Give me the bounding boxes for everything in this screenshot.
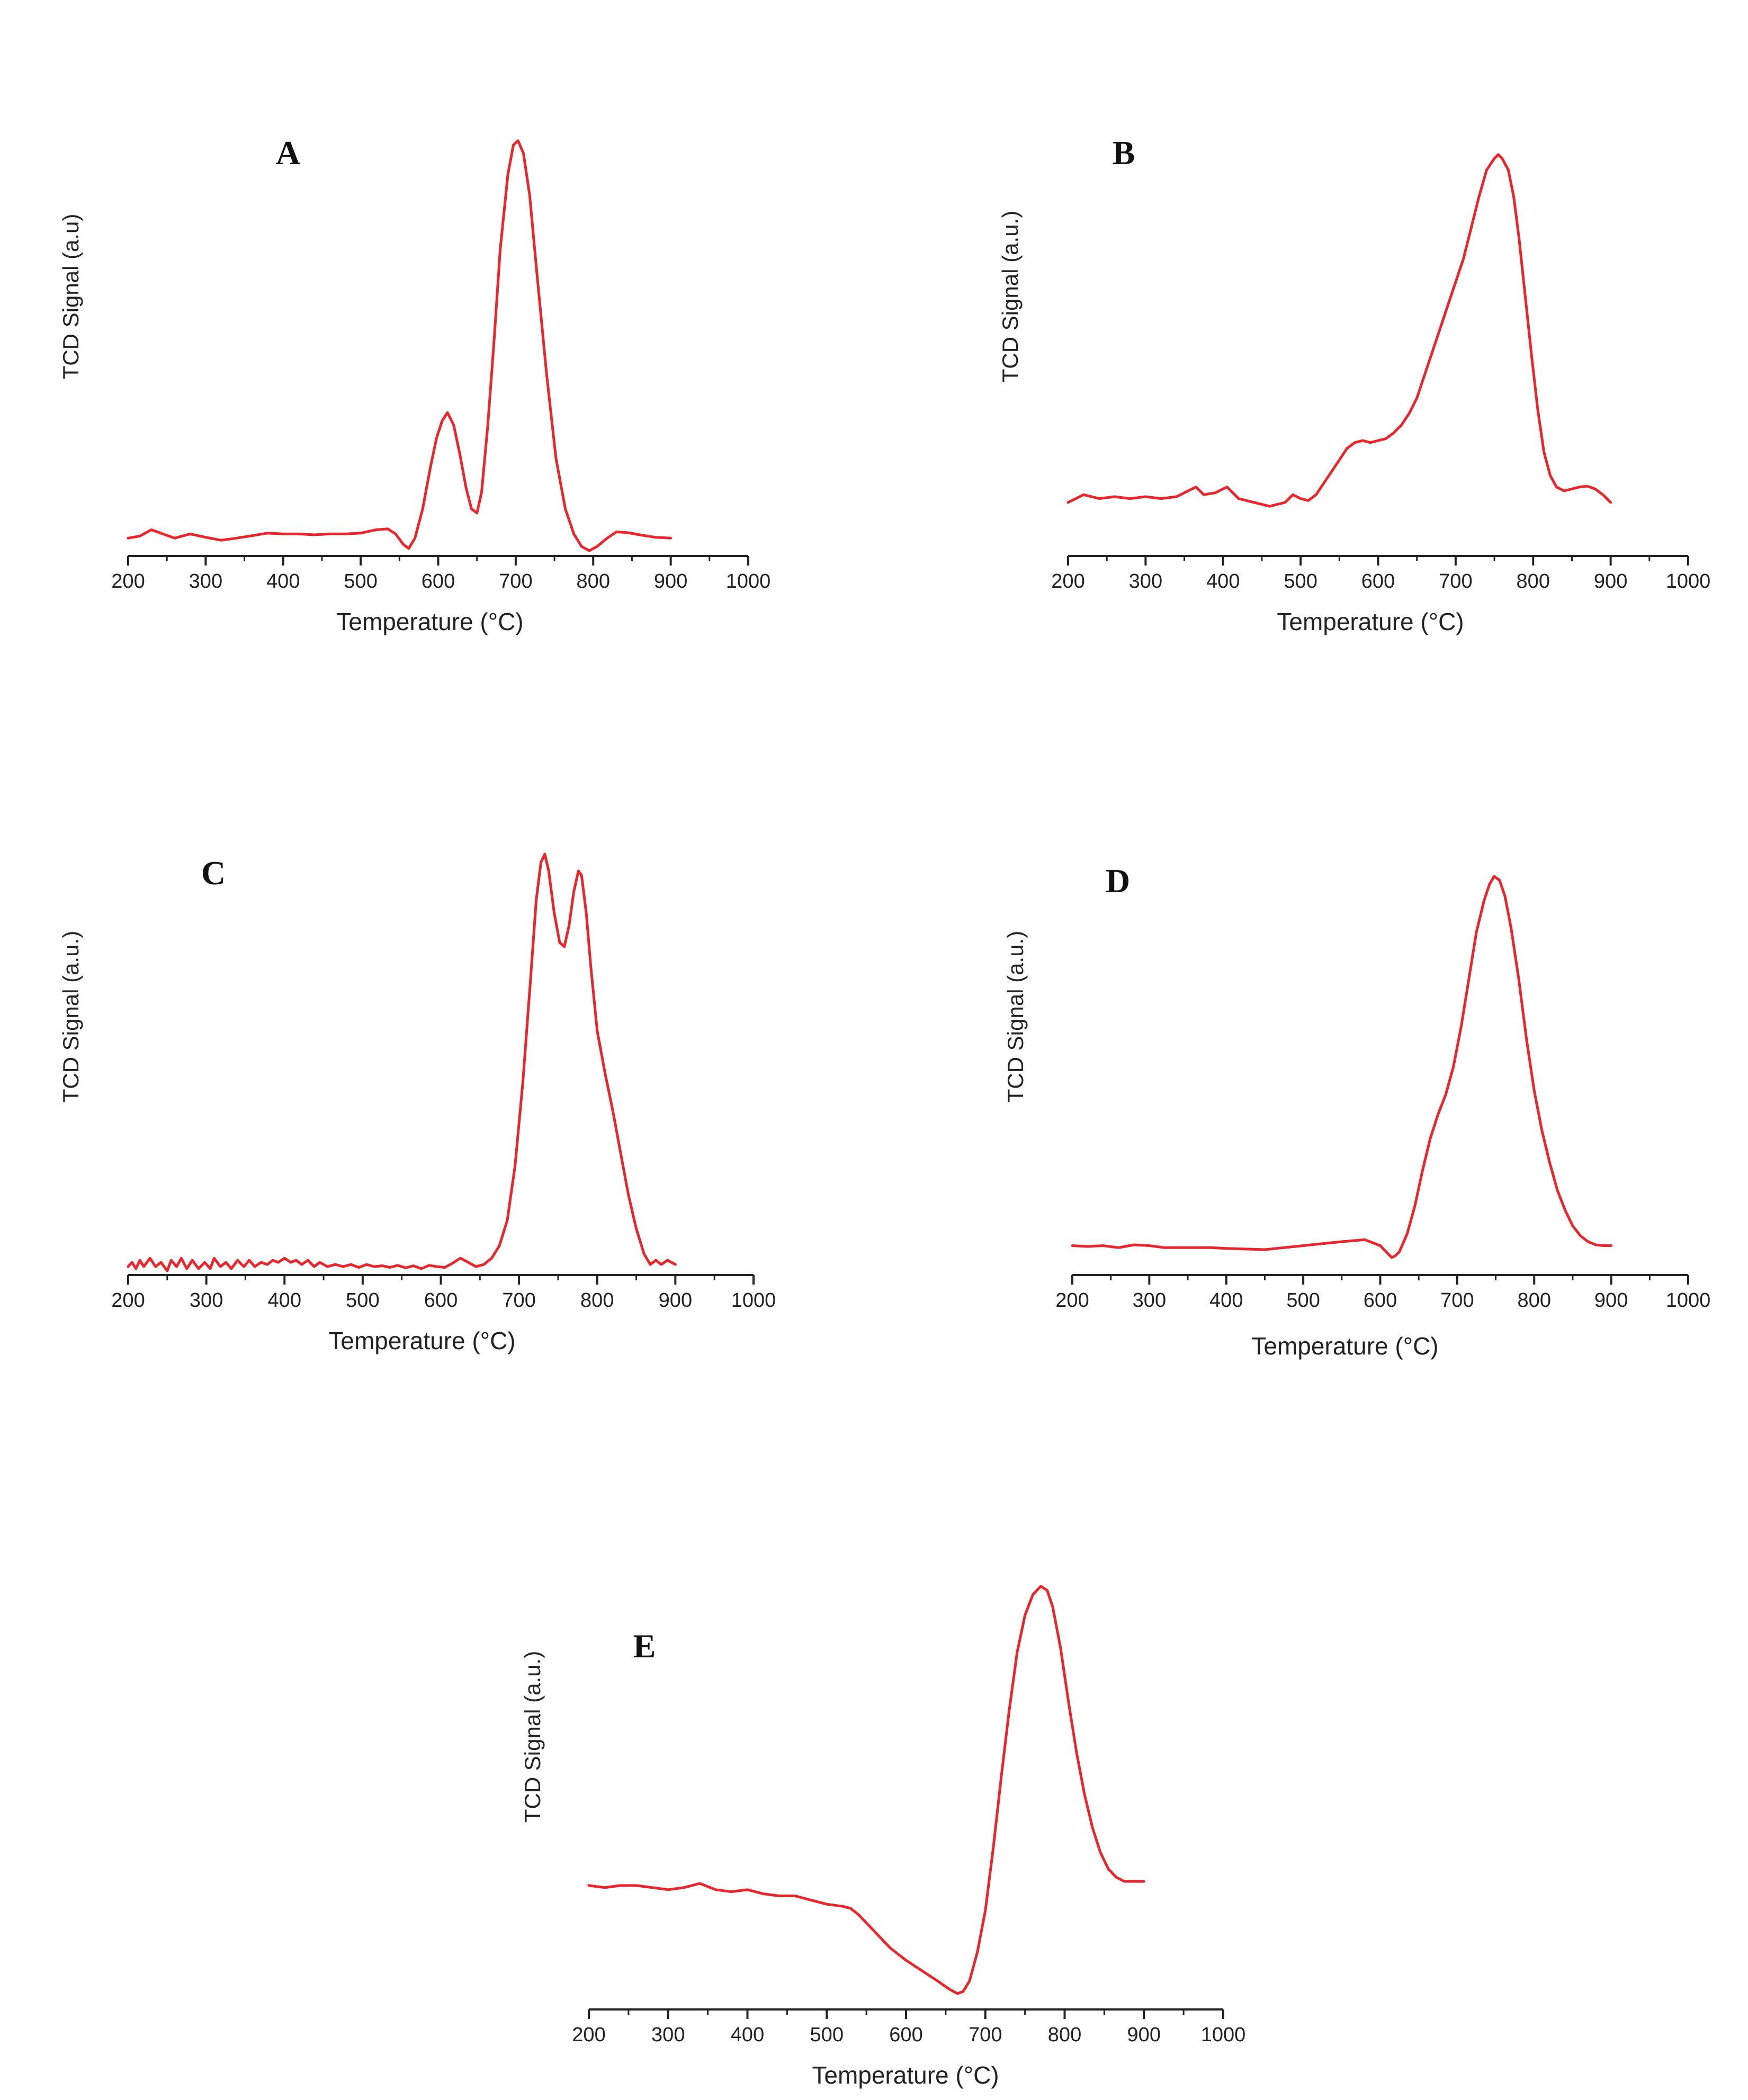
x-tick-label-c-600: 600 (424, 1289, 458, 1312)
tpr-curve-b (1066, 153, 1612, 508)
x-tick-label-c-500: 500 (346, 1289, 379, 1312)
x-tick-label-d-200: 200 (1055, 1289, 1089, 1312)
x-tick-label-c-800: 800 (580, 1289, 614, 1312)
panel-label-c: C (201, 854, 226, 892)
x-tick-label-e-600: 600 (889, 2024, 922, 2046)
y-axis-title-b: TCD Signal (a.u.) (998, 211, 1023, 382)
x-tick-label-e-1000: 1000 (1201, 2024, 1246, 2046)
x-tick-label-b-1000: 1000 (1666, 570, 1711, 593)
x-axis-title-d: Temperature (°C) (1251, 1332, 1438, 1360)
x-tick-label-b-200: 200 (1051, 570, 1084, 593)
x-tick-label-e-300: 300 (651, 2024, 685, 2046)
x-tick-label-a-400: 400 (266, 570, 300, 593)
panel-label-e: E (633, 1627, 656, 1665)
x-tick-label-b-600: 600 (1361, 570, 1395, 593)
tpr-curve-a (127, 139, 673, 552)
x-tick-label-c-300: 300 (190, 1289, 223, 1312)
x-tick-label-e-700: 700 (969, 2024, 1002, 2046)
x-axis-title-a: Temperature (°C) (336, 608, 523, 635)
panel-label-b: B (1113, 134, 1135, 172)
tpr-curve-c (127, 852, 677, 1272)
y-axis-title-d: TCD Signal (a.u.) (1003, 931, 1028, 1102)
x-tick-label-c-400: 400 (268, 1289, 301, 1312)
x-tick-label-c-200: 200 (111, 1289, 145, 1312)
x-tick-label-c-700: 700 (502, 1289, 535, 1312)
x-tick-label-a-900: 900 (654, 570, 687, 593)
tpr-curve-e (587, 1585, 1145, 1995)
x-tick-label-a-1000: 1000 (726, 570, 771, 593)
x-axis-title-e: Temperature (°C) (812, 2061, 999, 2089)
x-tick-label-c-900: 900 (659, 1289, 692, 1312)
x-tick-label-e-400: 400 (731, 2024, 764, 2046)
x-tick-label-e-800: 800 (1048, 2024, 1081, 2046)
x-tick-label-e-500: 500 (810, 2024, 844, 2046)
x-tick-label-a-500: 500 (344, 570, 377, 593)
panel-label-d: D (1106, 862, 1130, 900)
x-tick-label-d-300: 300 (1133, 1289, 1166, 1312)
x-tick-label-d-1000: 1000 (1666, 1289, 1711, 1312)
y-axis-title-e: TCD Signal (a.u.) (520, 1651, 545, 1823)
x-tick-label-b-400: 400 (1206, 570, 1240, 593)
x-tick-label-a-700: 700 (499, 570, 532, 593)
x-tick-label-e-200: 200 (572, 2024, 605, 2046)
tpr-curve-d (1071, 875, 1613, 1259)
x-tick-label-a-600: 600 (422, 570, 455, 593)
x-tick-label-d-500: 500 (1286, 1289, 1320, 1312)
x-tick-label-d-900: 900 (1594, 1289, 1628, 1312)
y-axis-title-c: TCD Signal (a.u.) (58, 931, 83, 1102)
x-tick-label-c-1000: 1000 (731, 1289, 776, 1312)
panel-label-a: A (276, 134, 300, 172)
x-tick-label-a-800: 800 (577, 570, 610, 593)
x-axis-title-c: Temperature (°C) (328, 1327, 515, 1354)
x-tick-label-b-800: 800 (1517, 570, 1550, 593)
x-tick-label-b-500: 500 (1284, 570, 1317, 593)
x-tick-label-d-700: 700 (1440, 1289, 1474, 1312)
x-tick-label-e-900: 900 (1127, 2024, 1161, 2046)
y-axis-title-a: TCD Signal (a.u) (58, 214, 83, 380)
x-tick-label-a-300: 300 (189, 570, 222, 593)
x-tick-label-d-800: 800 (1518, 1289, 1551, 1312)
x-tick-label-b-900: 900 (1594, 570, 1627, 593)
x-tick-label-d-400: 400 (1209, 1289, 1243, 1312)
x-axis-title-b: Temperature (°C) (1277, 608, 1464, 635)
x-tick-label-d-600: 600 (1364, 1289, 1397, 1312)
x-tick-label-b-700: 700 (1439, 570, 1472, 593)
x-tick-label-a-200: 200 (111, 570, 145, 593)
x-tick-label-b-300: 300 (1129, 570, 1162, 593)
